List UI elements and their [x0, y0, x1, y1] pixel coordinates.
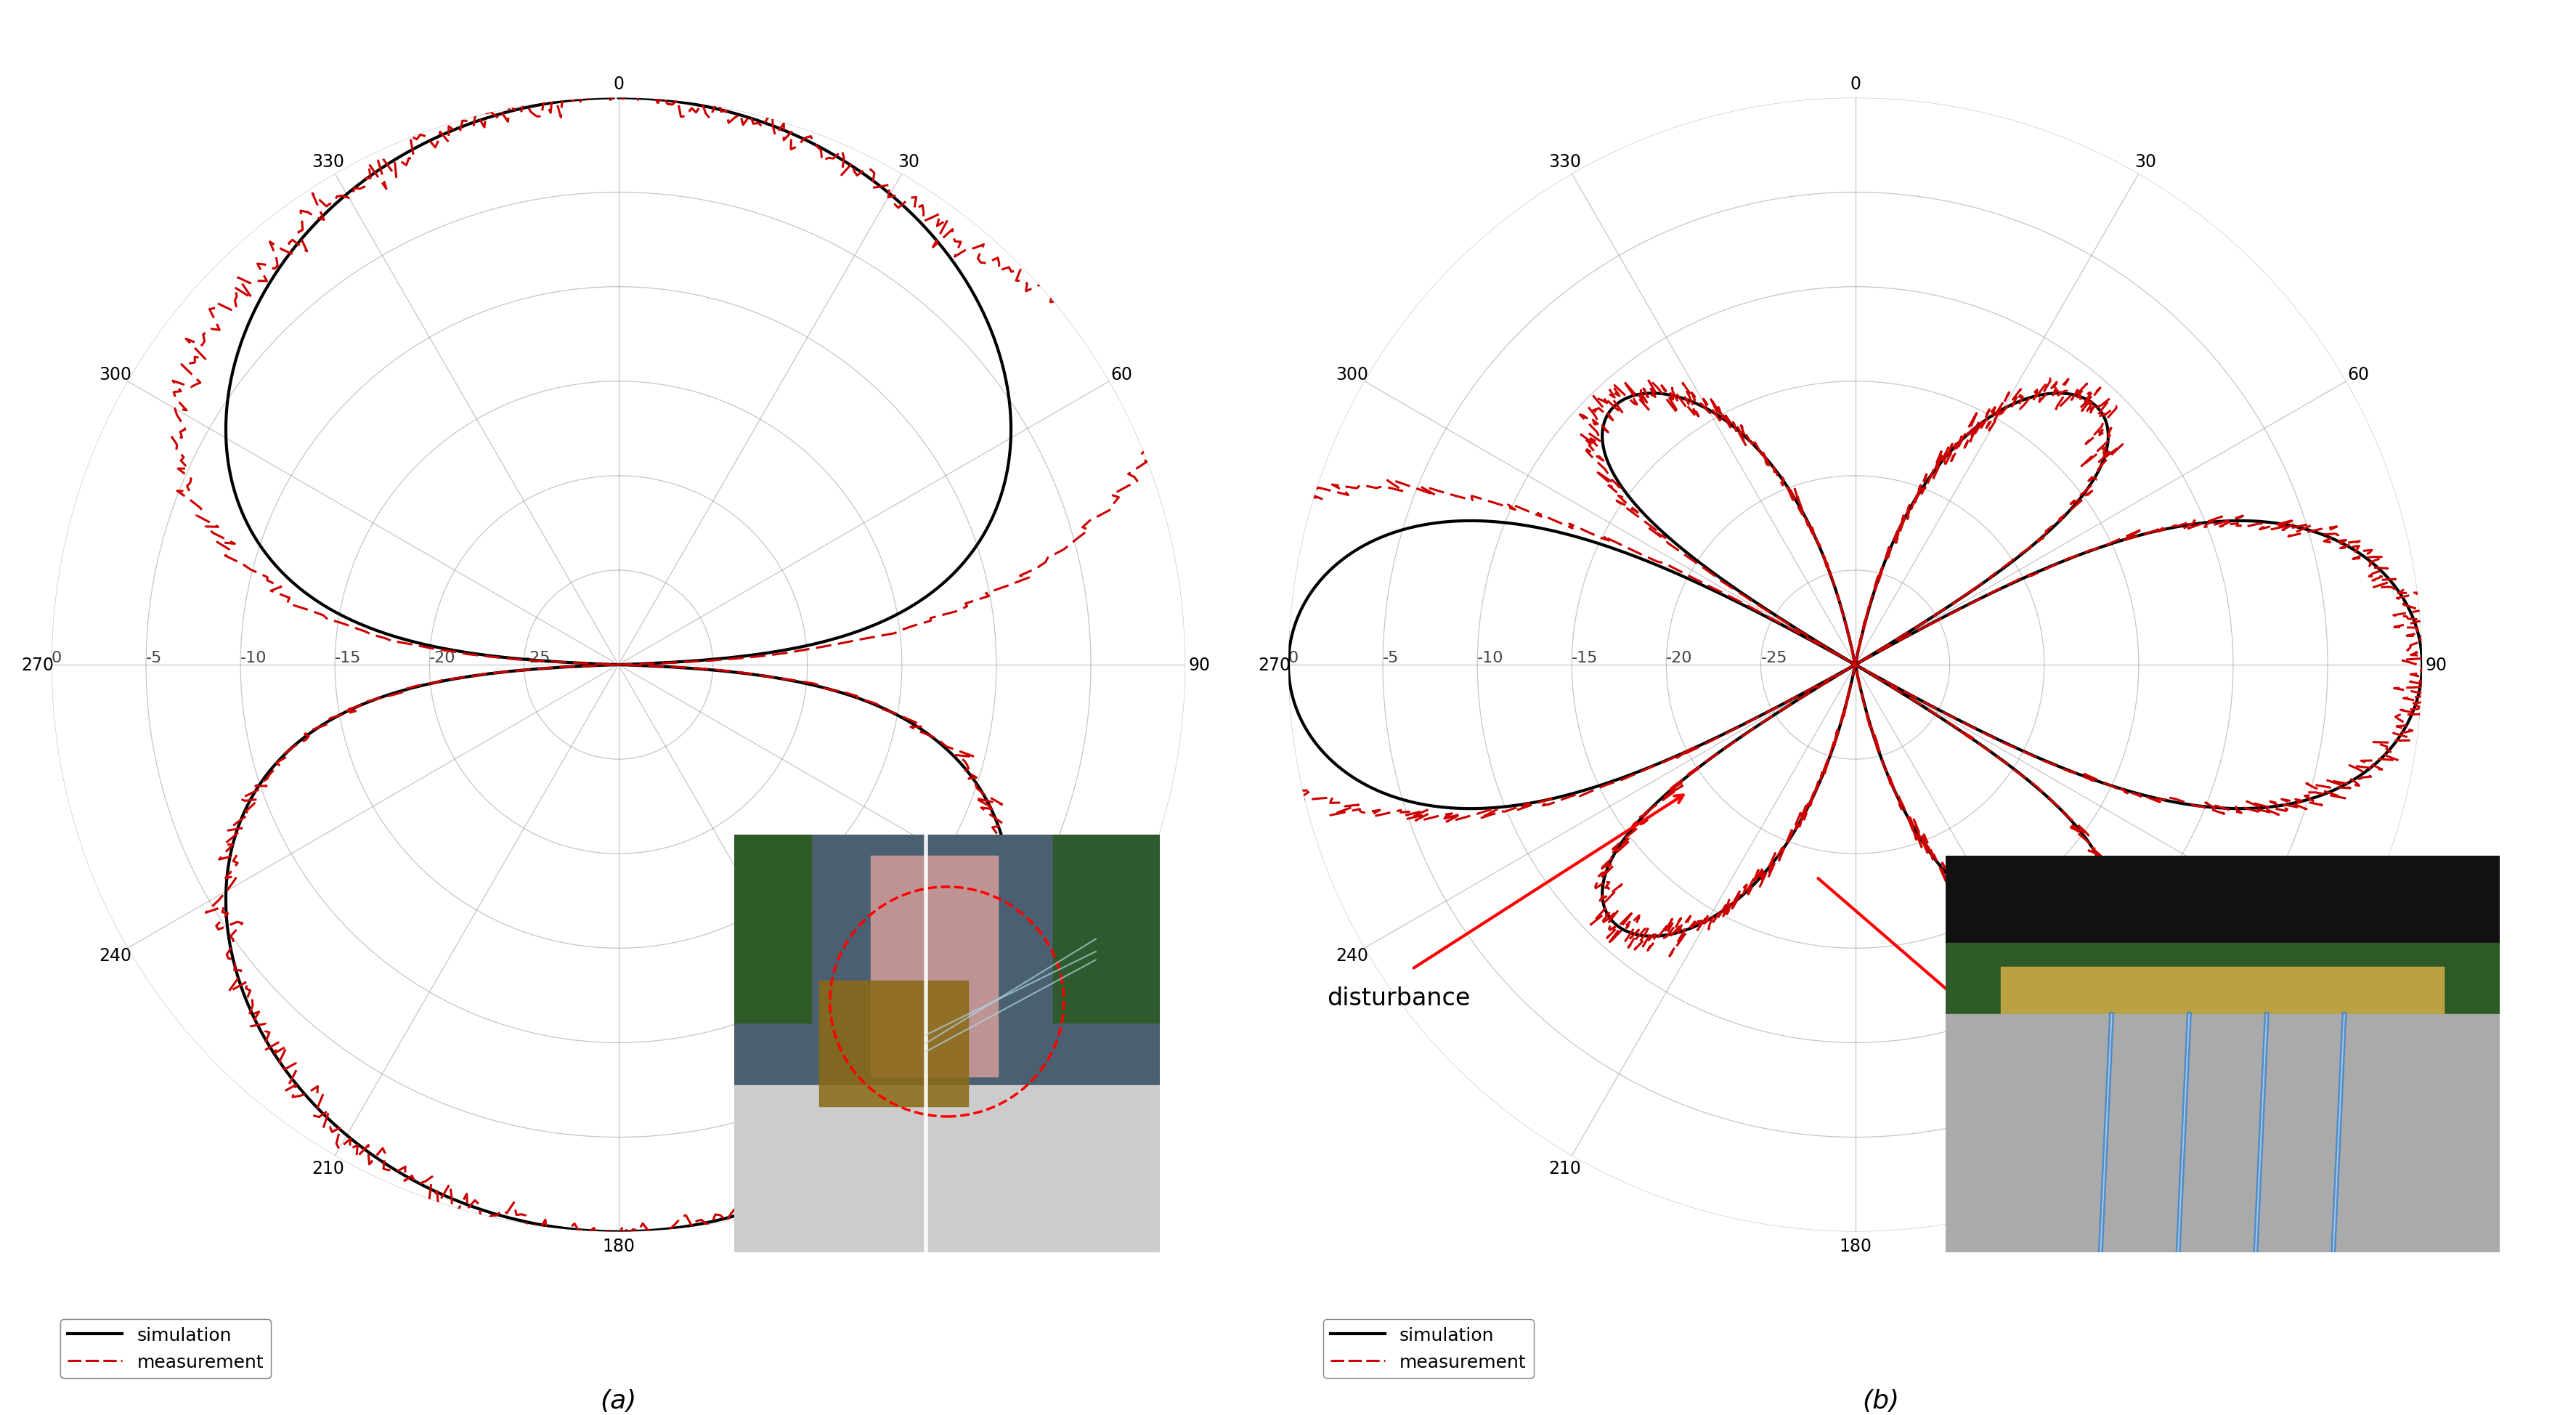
Bar: [871, 856, 997, 1077]
Text: (a): (a): [600, 1388, 636, 1414]
Bar: [1945, 1015, 2499, 1252]
Legend: simulation, measurement: simulation, measurement: [62, 1319, 270, 1378]
Bar: [1945, 856, 2499, 966]
Bar: [819, 981, 969, 1107]
Bar: [1945, 944, 2499, 1034]
Text: disturbance: disturbance: [1327, 986, 1471, 1009]
Bar: [734, 1085, 1159, 1252]
Text: (b): (b): [1862, 1388, 1899, 1414]
Bar: [2002, 966, 2445, 1015]
Bar: [1054, 835, 1159, 1023]
Bar: [734, 835, 811, 1023]
Legend: simulation, measurement: simulation, measurement: [1324, 1319, 1533, 1378]
